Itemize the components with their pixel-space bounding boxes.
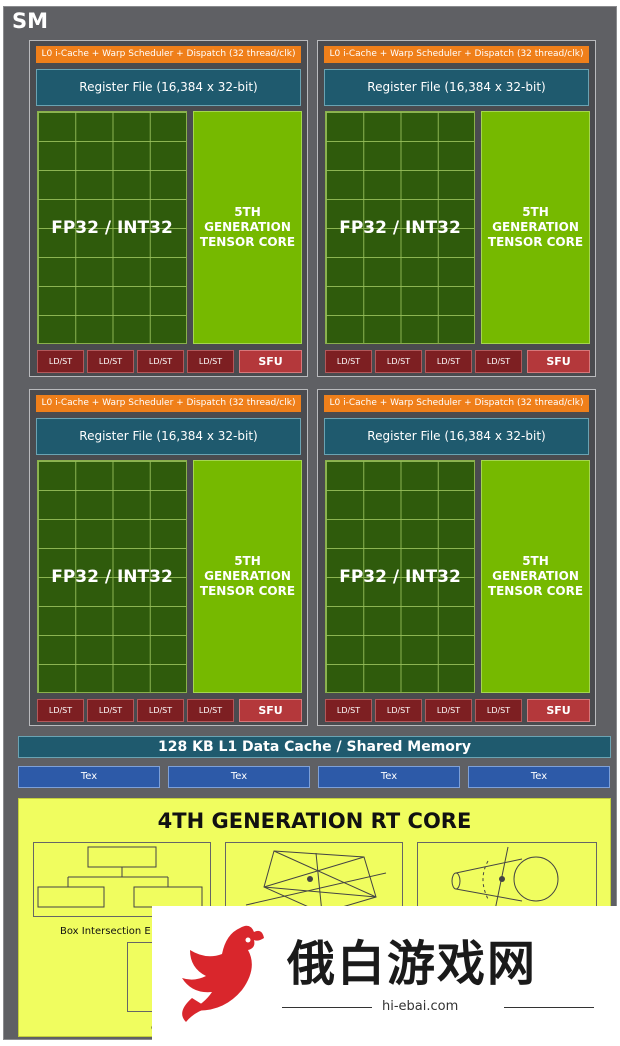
tex-unit: Tex <box>168 766 310 788</box>
tensor-core: 5TH GENERATION TENSOR CORE <box>481 460 590 693</box>
fp32-int32-label: FP32 / INT32 <box>339 566 461 587</box>
tensor-core: 5TH GENERATION TENSOR CORE <box>193 460 302 693</box>
fp32-int32-cores: FP32 / INT32 <box>37 460 187 693</box>
processing-block-1: L0 i-Cache + Warp Scheduler + Dispatch (… <box>29 40 308 377</box>
tensor-core: 5TH GENERATION TENSOR CORE <box>481 111 590 344</box>
tex-unit: Tex <box>18 766 160 788</box>
watermark-text: 俄白游戏网 <box>287 936 538 992</box>
sm-block: SM L0 i-Cache + Warp Scheduler + Dispatc… <box>3 6 617 1040</box>
watermark-divider <box>282 1007 372 1008</box>
register-file: Register File (16,384 x 32-bit) <box>324 69 589 106</box>
warp-scheduler-bar: L0 i-Cache + Warp Scheduler + Dispatch (… <box>324 395 589 412</box>
fp32-int32-cores: FP32 / INT32 <box>325 111 475 344</box>
ldst-unit: LD/ST <box>425 699 472 722</box>
tensor-core-label: 5TH GENERATION TENSOR CORE <box>199 554 296 598</box>
l1-data-cache: 128 KB L1 Data Cache / Shared Memory <box>18 736 611 758</box>
sfu-unit: SFU <box>527 699 590 722</box>
ldst-unit: LD/ST <box>87 699 134 722</box>
ldst-unit: LD/ST <box>475 699 522 722</box>
register-file: Register File (16,384 x 32-bit) <box>324 418 589 455</box>
fp32-int32-cores: FP32 / INT32 <box>325 460 475 693</box>
processing-block-3: L0 i-Cache + Warp Scheduler + Dispatch (… <box>29 389 308 726</box>
ldst-unit: LD/ST <box>37 350 84 373</box>
sfu-unit: SFU <box>239 350 302 373</box>
tensor-core-label: 5TH GENERATION TENSOR CORE <box>487 205 584 249</box>
register-file: Register File (16,384 x 32-bit) <box>36 418 301 455</box>
ldst-unit: LD/ST <box>325 699 372 722</box>
ldst-unit: LD/ST <box>37 699 84 722</box>
ldst-unit: LD/ST <box>325 350 372 373</box>
ldst-unit: LD/ST <box>137 699 184 722</box>
watermark-divider <box>504 1007 594 1008</box>
tensor-core: 5TH GENERATION TENSOR CORE <box>193 111 302 344</box>
processing-block-4: L0 i-Cache + Warp Scheduler + Dispatch (… <box>317 389 596 726</box>
tensor-core-label: 5TH GENERATION TENSOR CORE <box>487 554 584 598</box>
warp-scheduler-bar: L0 i-Cache + Warp Scheduler + Dispatch (… <box>324 46 589 63</box>
tensor-core-label: 5TH GENERATION TENSOR CORE <box>199 205 296 249</box>
ldst-unit: LD/ST <box>475 350 522 373</box>
processing-block-2: L0 i-Cache + Warp Scheduler + Dispatch (… <box>317 40 596 377</box>
ldst-unit: LD/ST <box>375 350 422 373</box>
tex-unit: Tex <box>318 766 460 788</box>
sm-title: SM <box>12 9 49 33</box>
fp32-int32-label: FP32 / INT32 <box>339 217 461 238</box>
ldst-unit: LD/ST <box>375 699 422 722</box>
register-file: Register File (16,384 x 32-bit) <box>36 69 301 106</box>
watermark-overlay: 俄白游戏网 hi-ebai.com <box>152 906 620 1046</box>
ldst-unit: LD/ST <box>87 350 134 373</box>
warp-scheduler-bar: L0 i-Cache + Warp Scheduler + Dispatch (… <box>36 46 301 63</box>
warp-scheduler-bar: L0 i-Cache + Warp Scheduler + Dispatch (… <box>36 395 301 412</box>
sfu-unit: SFU <box>527 350 590 373</box>
triangle-mesh-icon <box>245 850 387 914</box>
rt-core-title: 4TH GENERATION RT CORE <box>157 809 472 833</box>
ldst-unit: LD/ST <box>187 350 234 373</box>
watermark-url: hi-ebai.com <box>382 999 459 1014</box>
box-intersection-caption: Box Intersection E <box>60 926 151 937</box>
ldst-unit: LD/ST <box>425 350 472 373</box>
fp32-int32-cores: FP32 / INT32 <box>37 111 187 344</box>
tex-unit: Tex <box>468 766 610 788</box>
fp32-int32-label: FP32 / INT32 <box>51 217 173 238</box>
rooster-logo-icon <box>182 925 264 1022</box>
fp32-int32-label: FP32 / INT32 <box>51 566 173 587</box>
sfu-unit: SFU <box>239 699 302 722</box>
ldst-unit: LD/ST <box>187 699 234 722</box>
ray-cone-icon <box>451 846 559 916</box>
ldst-unit: LD/ST <box>137 350 184 373</box>
